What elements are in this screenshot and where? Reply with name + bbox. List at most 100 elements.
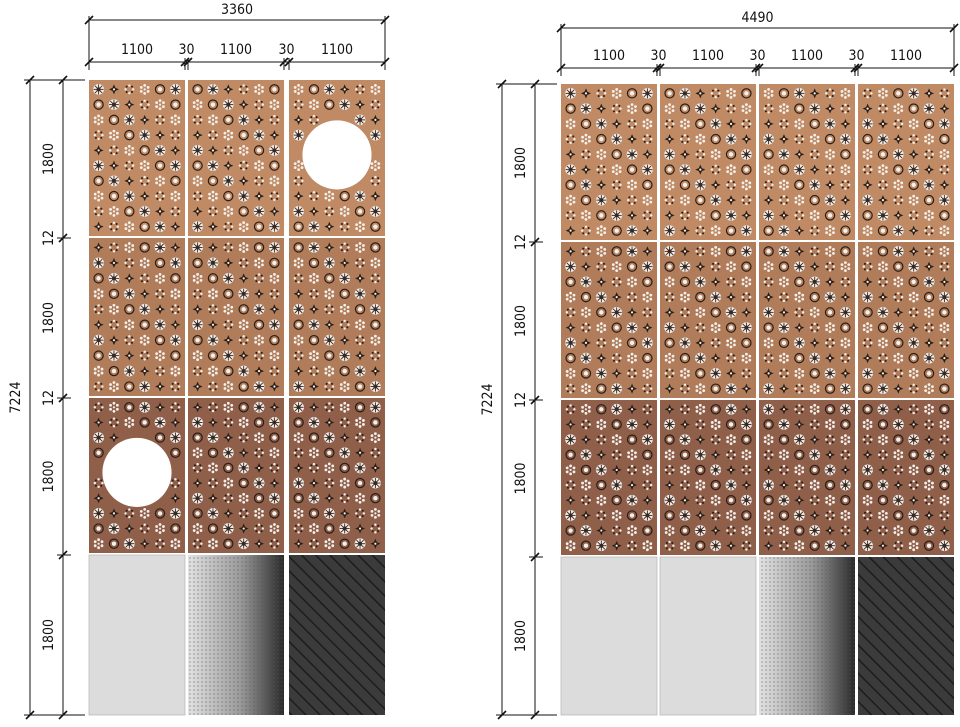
perforation-motif <box>861 539 874 552</box>
perforation-motif <box>725 306 737 319</box>
perforation-motif <box>154 241 166 254</box>
facade-panel <box>188 398 284 553</box>
dimension-tick <box>25 75 35 85</box>
perforation-motif <box>641 163 654 176</box>
facade-panel <box>858 84 954 240</box>
row-height-label: 1800 <box>41 460 57 492</box>
perforation-motif <box>138 401 151 414</box>
perforation-motif <box>892 321 905 334</box>
overall-width-label: 3360 <box>221 2 253 18</box>
column-width-label: 1100 <box>121 42 153 58</box>
perforation-motif <box>207 431 219 444</box>
facade-panel <box>858 242 954 398</box>
perforation-motif <box>679 433 691 446</box>
perforation-motif <box>938 118 951 130</box>
perforation-motif <box>92 83 105 96</box>
perforation-motif <box>338 98 351 111</box>
perforation-motif <box>323 257 336 269</box>
perforation-motif <box>338 522 351 535</box>
facade-panel <box>759 557 855 715</box>
perforation-motif <box>580 352 592 364</box>
perforation-motif <box>292 129 305 141</box>
facade-panel <box>88 554 186 716</box>
perforation-motif <box>92 507 105 520</box>
perforation-motif <box>938 367 951 380</box>
perforation-motif <box>268 144 281 157</box>
perforation-motif <box>679 87 691 100</box>
perforation-motif <box>138 129 151 141</box>
row-height-label: 1800 <box>513 620 529 652</box>
right-elevation: 4490 1100 30 1100 30 1100 30 1100 7224 1800 1800 18… <box>480 10 959 720</box>
facade-panel <box>289 398 385 553</box>
dot-texture <box>759 557 855 715</box>
perforation-motif <box>595 291 608 303</box>
column-width-label: 1100 <box>321 42 353 58</box>
perforation-motif <box>626 148 638 161</box>
perforation-motif <box>861 367 874 380</box>
perforation-motif <box>824 291 836 303</box>
perforation-motif <box>839 306 852 319</box>
panel-face <box>660 400 756 555</box>
perforation-motif <box>793 509 806 522</box>
row-height-label: 1800 <box>41 619 57 651</box>
perforation-motif <box>191 220 204 233</box>
perforation-motif <box>938 194 951 206</box>
perforation-motif <box>907 87 920 100</box>
perforation-motif <box>839 133 852 145</box>
perforation-motif <box>154 144 166 157</box>
facade-panel <box>561 400 657 555</box>
perforation-motif <box>595 194 608 206</box>
perforation-motif <box>253 129 265 141</box>
perforation-motif <box>824 194 836 206</box>
perforation-motif <box>564 433 577 446</box>
perforation-motif <box>663 418 676 431</box>
perforation-motif <box>877 403 889 416</box>
perforation-motif <box>824 539 836 552</box>
perforation-motif <box>861 194 874 206</box>
perforation-motif <box>907 337 920 349</box>
perforation-motif <box>725 209 737 222</box>
panel-face <box>858 84 954 240</box>
perforation-motif <box>108 522 120 535</box>
perforation-motif <box>626 245 638 258</box>
perforation-motif <box>92 334 105 347</box>
perforation-motif <box>938 291 951 303</box>
perforation-motif <box>907 260 920 273</box>
facade-panel <box>660 242 756 398</box>
perforation-motif <box>123 365 136 377</box>
perforation-motif <box>663 321 676 334</box>
panel-face <box>289 398 385 553</box>
perforation-motif <box>709 367 722 380</box>
column-width-label: 1100 <box>593 48 625 64</box>
perforation-motif <box>580 276 592 288</box>
circular-opening <box>302 120 372 190</box>
facade-panel <box>759 84 855 240</box>
dimension-tick <box>84 15 94 25</box>
perforation-motif <box>808 524 821 537</box>
panel-face <box>561 242 657 398</box>
perforation-motif <box>839 403 852 416</box>
dimension-tick <box>949 23 959 33</box>
perforation-motif <box>694 352 707 364</box>
perforation-motif <box>108 175 120 187</box>
perforation-motif <box>354 114 366 126</box>
perforation-motif <box>292 401 305 414</box>
perforation-motif <box>564 337 577 349</box>
perforation-motif <box>839 382 852 395</box>
perforation-motif <box>808 179 821 191</box>
perforation-motif <box>580 448 592 461</box>
perforation-motif <box>778 418 790 431</box>
perforation-motif <box>253 477 265 489</box>
panel-face <box>88 554 186 716</box>
perforation-motif <box>877 479 889 491</box>
perforation-motif <box>222 522 235 535</box>
facade-panel <box>89 238 185 396</box>
perforation-motif <box>191 144 204 157</box>
perforation-motif <box>580 102 592 115</box>
facade-panel <box>188 555 284 715</box>
facade-panel <box>759 242 855 398</box>
perforation-motif <box>369 129 382 141</box>
perforation-motif <box>762 209 775 222</box>
perforation-motif <box>892 494 905 507</box>
